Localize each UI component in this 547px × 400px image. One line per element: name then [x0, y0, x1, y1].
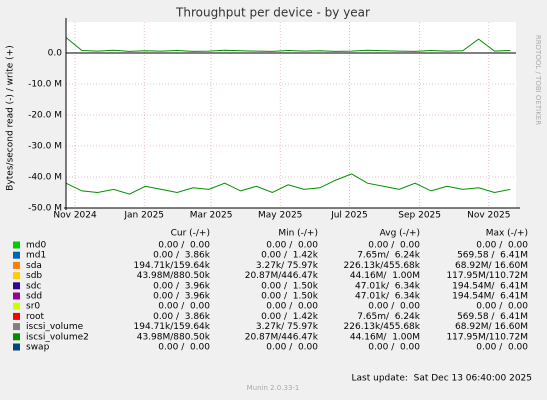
version: Munin 2.0.33-1	[247, 384, 300, 392]
legend-header: Max (-/+)	[486, 229, 528, 239]
legend-stat: 0.00 / 3.86k	[153, 251, 211, 261]
x-tick-label: May 2025	[258, 211, 302, 221]
legend-swatch	[13, 261, 20, 269]
legend-stat: 0.00 / 0.00	[158, 343, 210, 353]
legend-stat: 0.00 / 0.00	[158, 241, 210, 251]
legend-stat: 0.00 / 1.50k	[261, 281, 319, 291]
legend-header: Avg (-/+)	[380, 229, 420, 239]
y-axis-label: Bytes/second read (-) / write (+)	[6, 45, 16, 190]
legend-stat: 0.00 / 3.96k	[153, 281, 211, 291]
legend-swatch	[13, 323, 20, 331]
legend-name: iscsi_volume	[26, 322, 84, 332]
legend-stat: 0.00 / 0.00	[266, 343, 318, 353]
legend-stat: 194.54M/ 6.41M	[452, 292, 528, 302]
legend-stat: 0.00 / 0.00	[266, 302, 318, 312]
legend-header: Cur (-/+)	[171, 229, 210, 239]
legend-stat: 0.00 / 0.00	[368, 343, 420, 353]
legend-stat: 68.92M/ 16.60M	[455, 261, 528, 271]
y-tick-label: -30.0 M	[28, 142, 62, 152]
legend-name: iscsi_volume2	[26, 332, 89, 342]
legend-stat: 47.01k/ 6.34k	[355, 292, 421, 302]
legend-stat: 0.00 / 3.96k	[153, 292, 211, 302]
legend-stat: 0.00 / 1.42k	[261, 312, 319, 322]
legend-stat: 194.71k/159.64k	[134, 261, 211, 271]
legend-swatch	[13, 343, 20, 351]
legend-stat: 0.00 / 0.00	[158, 302, 210, 312]
legend-stat: 569.58 / 6.41M	[457, 312, 528, 322]
legend-stat: 0.00 / 1.50k	[261, 292, 319, 302]
legend-stat: 3.27k/ 75.97k	[256, 322, 319, 332]
legend-name: sdb	[26, 271, 42, 281]
legend-swatch	[13, 292, 20, 300]
x-tick-label: Jan 2025	[123, 211, 164, 221]
x-tick-label: Nov 2024	[53, 211, 97, 221]
legend-stat: 44.16M/ 1.00M	[350, 332, 420, 342]
legend-swatch	[13, 251, 20, 259]
legend-stat: 43.98M/880.50k	[137, 271, 211, 281]
legend-stat: 44.16M/ 1.00M	[350, 271, 420, 281]
legend-name: sda	[26, 261, 42, 271]
legend-swatch	[13, 333, 20, 341]
legend-stat: 0.00 / 0.00	[368, 302, 420, 312]
legend-stat: 117.95M/110.72M	[446, 332, 528, 342]
y-tick-label: -40.0 M	[28, 173, 62, 183]
legend-header: Min (-/+)	[278, 229, 318, 239]
legend-stat: 0.00 / 0.00	[476, 241, 528, 251]
legend-name: sdc	[26, 281, 41, 291]
x-tick-label: Nov 2025	[467, 211, 510, 221]
legend-stat: 0.00 / 3.86k	[153, 312, 211, 322]
legend-name: sdd	[26, 292, 42, 302]
lines	[65, 37, 511, 195]
series-line	[65, 37, 511, 52]
legend-stat: 0.00 / 1.42k	[261, 251, 319, 261]
legend-name: md0	[26, 241, 46, 251]
legend-stat: 3.27k/ 75.97k	[256, 261, 319, 271]
legend-stat: 0.00 / 0.00	[476, 343, 528, 353]
legend-swatch	[13, 272, 20, 280]
side-label: RRDTOOL / TOBI OETIKER	[534, 35, 542, 125]
legend-stat: 569.58 / 6.41M	[457, 251, 528, 261]
legend-name: sr0	[26, 302, 40, 312]
legend-swatch	[13, 302, 20, 310]
legend-stat: 20.87M/446.47k	[245, 271, 319, 281]
series-line	[65, 173, 511, 195]
legend-swatch	[13, 312, 20, 320]
legend-stat: 226.13k/455.68k	[344, 322, 421, 332]
legend-name: root	[26, 312, 45, 322]
legend-stat: 20.87M/446.47k	[245, 332, 319, 342]
legend-stat: 43.98M/880.50k	[137, 332, 211, 342]
legend-stat: 117.95M/110.72M	[446, 271, 528, 281]
legend-stat: 194.71k/159.64k	[134, 322, 211, 332]
last-update: Last update: Sat Dec 13 06:40:00 2025	[352, 374, 532, 384]
legend-stat: 226.13k/455.68k	[344, 261, 421, 271]
legend-stat: 68.92M/ 16.60M	[455, 322, 528, 332]
legend-stat: 194.54M/ 6.41M	[452, 281, 528, 291]
legend-swatch	[13, 241, 20, 249]
y-tick-label: 0.0	[48, 49, 63, 59]
x-tick-label: Mar 2025	[190, 211, 233, 221]
y-tick-label: -10.0 M	[28, 80, 62, 90]
legend-stat: 7.65m/ 6.24k	[357, 312, 421, 322]
x-tick-label: Jul 2025	[330, 211, 368, 221]
legend-stat: 7.65m/ 6.24k	[357, 251, 421, 261]
y-tick-label: -20.0 M	[28, 111, 62, 121]
y-tick-label: -50.0 M	[28, 204, 62, 214]
x-tick-label: Sep 2025	[398, 211, 441, 221]
legend-stat: 0.00 / 0.00	[368, 241, 420, 251]
legend-name: md1	[26, 251, 46, 261]
legend-stat: 47.01k/ 6.34k	[355, 281, 421, 291]
legend-stat: 0.00 / 0.00	[476, 302, 528, 312]
legend-swatch	[13, 282, 20, 290]
legend-stat: 0.00 / 0.00	[266, 241, 318, 251]
legend-name: swap	[26, 343, 50, 353]
legend: Cur (-/+) Min (-/+) Avg (-/+) Max (-/+) md0 0…	[13, 229, 528, 353]
chart-title: Throughput per device - by year	[175, 6, 370, 20]
